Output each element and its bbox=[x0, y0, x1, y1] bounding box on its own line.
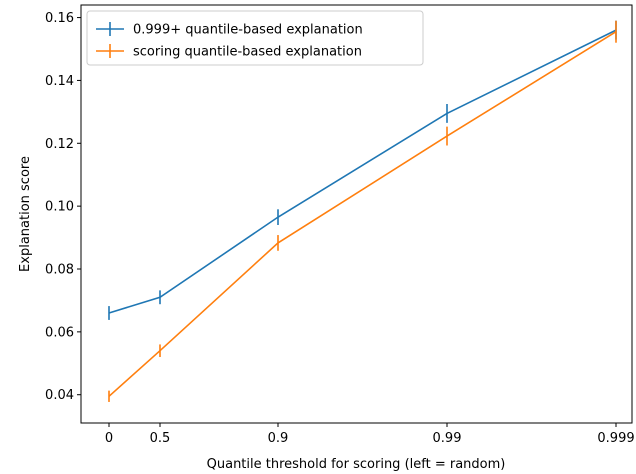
y-tick-label: 0.08 bbox=[45, 263, 74, 278]
y-axis-ticks: 0.04 0.06 0.08 0.10 0.12 0.14 0.16 bbox=[45, 11, 81, 403]
y-tick-label: 0.14 bbox=[45, 74, 74, 89]
legend-label: 0.999+ quantile-based explanation bbox=[133, 23, 363, 38]
legend: 0.999+ quantile-based explanation scoring… bbox=[86, 10, 424, 66]
y-tick-label: 0.12 bbox=[45, 137, 74, 152]
y-tick-label: 0.16 bbox=[45, 11, 74, 26]
x-tick-label: 0.5 bbox=[150, 431, 171, 446]
legend-box bbox=[86, 10, 424, 66]
x-tick-label: 0.99 bbox=[433, 431, 462, 446]
y-axis-label: Explanation score bbox=[18, 156, 33, 272]
x-tick-label: 0.9 bbox=[268, 431, 289, 446]
x-tick-label: 0.999 bbox=[597, 431, 634, 446]
legend-label: scoring quantile-based explanation bbox=[133, 45, 362, 60]
y-tick-label: 0.06 bbox=[45, 325, 74, 340]
y-tick-label: 0.04 bbox=[45, 388, 74, 403]
x-axis-label: Quantile threshold for scoring (left = r… bbox=[207, 457, 506, 472]
series-line-2 bbox=[108, 31, 617, 397]
y-tick-label: 0.10 bbox=[45, 200, 74, 215]
x-tick-label: 0 bbox=[105, 431, 113, 446]
series-line-1 bbox=[108, 29, 617, 314]
x-axis-ticks: 0 0.5 0.9 0.99 0.999 bbox=[105, 423, 635, 446]
axes-frame bbox=[80, 4, 633, 424]
plot-area bbox=[80, 4, 633, 424]
series-layer bbox=[108, 20, 617, 402]
